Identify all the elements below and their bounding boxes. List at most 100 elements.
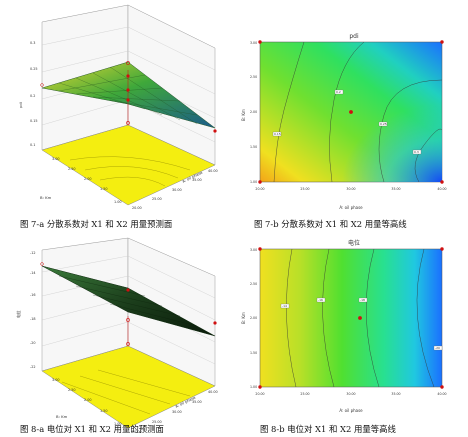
contour-lines-8b — [286, 248, 435, 388]
svg-text:1.00: 1.00 — [114, 422, 122, 426]
svg-text:1.00: 1.00 — [250, 180, 257, 184]
svg-text:40.00: 40.00 — [208, 169, 218, 173]
svg-text:2.00: 2.00 — [250, 316, 257, 320]
svg-text:25.00: 25.00 — [300, 187, 309, 191]
plot-title-8b: 电位 — [348, 239, 360, 247]
surface-plot-8a: 电位 -12 -14 -16 -18 -20 -22 3.00 2.50 2.0… — [16, 237, 218, 434]
contour-labels-7b: 0.15 0.2 0.25 0.3 — [272, 89, 422, 155]
figure-8a: 电位 -12 -14 -16 -18 -20 -22 3.00 2.50 2.0… — [0, 236, 234, 437]
svg-text:20.00: 20.00 — [255, 392, 264, 396]
svg-text:35.00: 35.00 — [192, 178, 202, 182]
svg-text:1.50: 1.50 — [250, 351, 257, 355]
svg-text:1.50: 1.50 — [100, 409, 108, 413]
svg-text:30.00: 30.00 — [172, 410, 182, 414]
y-axis-label-8a: B: Km — [56, 414, 68, 419]
svg-text:-14: -14 — [30, 271, 36, 275]
response-surface — [41, 265, 216, 337]
svg-text:3.00: 3.00 — [52, 157, 60, 161]
svg-text:-16: -16 — [30, 293, 36, 297]
svg-text:35.00: 35.00 — [391, 392, 400, 396]
design-points-7b — [258, 40, 444, 184]
svg-text:1.00: 1.00 — [250, 385, 257, 389]
x-axis-label-8b: A: oil phase — [339, 408, 363, 413]
svg-text:3.00: 3.00 — [250, 248, 257, 252]
svg-text:2.50: 2.50 — [68, 167, 76, 171]
svg-text:30.00: 30.00 — [346, 187, 355, 191]
caption-7b: 图 7-b 分散系数对 X1 和 X2 用量等高线 — [254, 219, 407, 229]
svg-text:2.50: 2.50 — [68, 388, 76, 392]
svg-text:-18: -18 — [360, 298, 365, 302]
svg-text:35.00: 35.00 — [192, 400, 202, 404]
contour-labels-8b: -14 -16 -18 -20 — [280, 297, 443, 351]
y-axis-label-7a: B: Km — [40, 195, 52, 200]
svg-text:0.3: 0.3 — [30, 41, 35, 45]
svg-text:35.00: 35.00 — [391, 187, 400, 191]
x-ticks-7a: 20.00 25.00 30.00 35.00 40.00 — [132, 169, 218, 210]
y-axis-label-8b: B: Km — [241, 312, 246, 324]
svg-text:0.15: 0.15 — [274, 132, 281, 136]
y-ticks-8a: 3.00 2.50 2.00 1.50 1.00 — [52, 378, 122, 426]
svg-text:0.25: 0.25 — [380, 122, 387, 126]
design-points-8a — [40, 262, 217, 346]
svg-text:0.15: 0.15 — [30, 119, 38, 123]
design-points-8b — [258, 247, 444, 389]
svg-text:-20: -20 — [435, 346, 440, 350]
response-surface — [41, 61, 216, 129]
svg-text:25.00: 25.00 — [152, 420, 162, 424]
svg-text:0.2: 0.2 — [30, 94, 35, 98]
z-ticks-7a: 0.1 0.15 0.2 0.25 0.3 — [30, 41, 38, 147]
svg-text:0.2: 0.2 — [336, 90, 341, 94]
x-ticks-8a: 20.00 25.00 30.00 35.00 40.00 — [132, 390, 218, 434]
x-axis-label-7b: A: oil phase — [339, 205, 363, 210]
svg-text:2.00: 2.00 — [250, 110, 257, 114]
svg-text:20.00: 20.00 — [255, 187, 264, 191]
caption-7a: 图 7-a 分散系数对 X1 和 X2 用量预测面 — [20, 219, 173, 229]
svg-text:2.50: 2.50 — [250, 75, 257, 79]
figure-8b: 电位 -14 -16 -18 -20 1.00 1.50 — [234, 236, 468, 437]
svg-text:1.50: 1.50 — [250, 145, 257, 149]
caption-8a: 图 8-a 电位对 X1 和 X2 用量的预测面 — [20, 424, 164, 434]
svg-text:25.00: 25.00 — [300, 392, 309, 396]
svg-text:2.00: 2.00 — [84, 398, 92, 402]
svg-text:0.1: 0.1 — [30, 143, 35, 147]
svg-text:20.00: 20.00 — [132, 206, 142, 210]
svg-text:0.25: 0.25 — [30, 67, 38, 71]
caption-8b: 图 8-b 电位对 X1 和 X2 用量等高线 — [260, 424, 396, 434]
svg-text:25.00: 25.00 — [152, 197, 162, 201]
x-ticks-7b: 20.00 25.00 30.00 35.00 40.00 — [255, 187, 446, 191]
y-axis-label-7b: B: Km — [241, 109, 246, 121]
svg-text:2.50: 2.50 — [250, 282, 257, 286]
svg-text:1.00: 1.00 — [114, 200, 122, 204]
svg-text:40.00: 40.00 — [437, 392, 446, 396]
svg-text:-14: -14 — [282, 304, 287, 308]
design-points-7a — [40, 61, 217, 133]
svg-text:40.00: 40.00 — [208, 390, 218, 394]
z-ticks-8a: -12 -14 -16 -18 -20 -22 — [30, 251, 36, 369]
z-axis-label-7a: pdi — [18, 102, 23, 108]
floor-contour-projection — [41, 345, 216, 429]
floor-contour-projection — [41, 124, 216, 206]
svg-text:-16: -16 — [318, 298, 323, 302]
x-ticks-8b: 20.00 25.00 30.00 35.00 40.00 — [255, 392, 446, 396]
surface-plot-7a: pdi 0.1 0.15 0.2 0.25 0.3 3.00 2.50 2.00… — [18, 4, 218, 210]
z-axis-label-8a: 电位 — [16, 310, 21, 318]
svg-text:40.00: 40.00 — [437, 187, 446, 191]
svg-text:0.3: 0.3 — [414, 150, 419, 154]
figure-7b: pdi 0.15 0.2 0.25 0.3 1.00 1 — [234, 0, 468, 229]
svg-text:30.00: 30.00 — [172, 188, 182, 192]
svg-text:-12: -12 — [30, 251, 36, 255]
contour-field-8b — [259, 248, 443, 388]
svg-text:3.00: 3.00 — [250, 41, 257, 45]
y-ticks-7a: 3.00 2.50 2.00 1.50 1.00 — [52, 157, 122, 204]
contour-lines-7b — [273, 41, 443, 183]
contour-plot-7b: pdi 0.15 0.2 0.25 0.3 1.00 1 — [241, 33, 447, 210]
svg-text:-18: -18 — [30, 317, 36, 321]
svg-text:1.50: 1.50 — [100, 187, 108, 191]
svg-text:3.00: 3.00 — [52, 378, 60, 382]
svg-text:-20: -20 — [30, 341, 36, 345]
svg-text:20.00: 20.00 — [132, 430, 142, 434]
svg-text:2.00: 2.00 — [84, 177, 92, 181]
contour-plot-8b: 电位 -14 -16 -18 -20 1.00 1.50 — [241, 239, 447, 413]
y-ticks-8b: 1.00 1.50 2.00 2.50 3.00 — [250, 248, 257, 389]
plot-title-7b: pdi — [349, 33, 359, 40]
